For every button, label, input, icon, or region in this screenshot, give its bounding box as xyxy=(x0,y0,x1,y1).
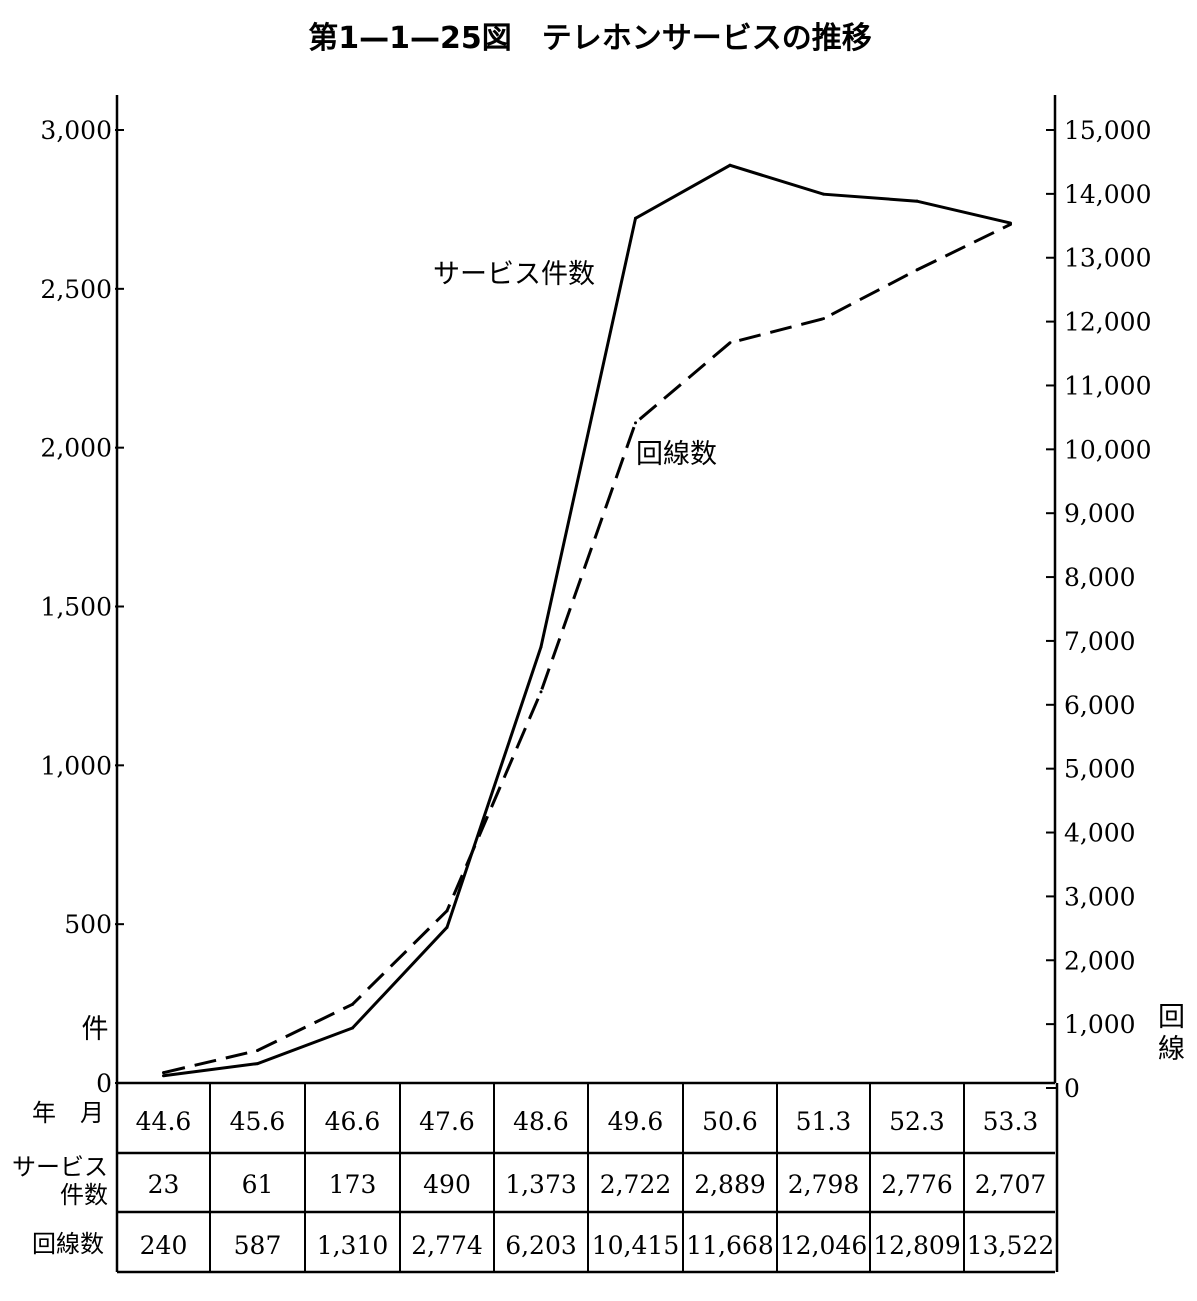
right-tick-label: 7,000 xyxy=(1064,627,1136,656)
point-service-4 xyxy=(539,645,543,649)
table-cell: 53.3 xyxy=(983,1107,1039,1136)
series-line-lines xyxy=(163,223,1012,1075)
table-cell: 2,722 xyxy=(600,1170,672,1199)
point-lines-9 xyxy=(1009,222,1012,226)
point-lines-1 xyxy=(256,1049,259,1053)
series-lines xyxy=(162,163,1012,1078)
table-header-year: 年 月 xyxy=(32,1099,104,1127)
table-cell: 46.6 xyxy=(325,1107,381,1136)
right-tick-label: 8,000 xyxy=(1064,563,1136,592)
table-header-lines: 回線数 xyxy=(32,1230,104,1258)
right-axis-ticks: 0 1,000 2,000 3,000 4,000 5,000 6,000 7,000 8,00… xyxy=(1046,116,1151,1103)
left-axis-label: 件 xyxy=(82,1014,109,1045)
right-tick-label: 5,000 xyxy=(1064,755,1136,784)
left-tick-label: 1,500 xyxy=(40,593,112,622)
table-cell: 48.6 xyxy=(513,1107,569,1136)
table-cell: 50.6 xyxy=(702,1107,758,1136)
right-tick-label: 14,000 xyxy=(1064,180,1151,209)
table-cell: 2,707 xyxy=(975,1170,1047,1199)
point-service-0 xyxy=(162,1074,165,1078)
table-cell: 1,310 xyxy=(317,1231,389,1260)
right-tick-label: 1,000 xyxy=(1064,1010,1136,1039)
point-lines-7 xyxy=(822,317,825,321)
left-tick-label: 2,500 xyxy=(40,275,112,304)
left-tick-label: 0 xyxy=(96,1069,112,1098)
right-tick-label: 11,000 xyxy=(1064,371,1151,400)
left-tick-label: 2,000 xyxy=(40,434,112,463)
table-cell: 45.6 xyxy=(230,1107,286,1136)
point-lines-0 xyxy=(162,1071,165,1075)
table-cell: 173 xyxy=(329,1170,377,1199)
point-service-8 xyxy=(915,199,919,203)
chart-title: 第1—1—25図 テレホンサービスの推移 xyxy=(308,21,872,56)
table-cell: 2,776 xyxy=(881,1170,953,1199)
point-service-1 xyxy=(256,1062,259,1066)
right-tick-label: 3,000 xyxy=(1064,882,1136,911)
point-service-6 xyxy=(728,163,732,167)
axes xyxy=(115,95,1057,1083)
table-cell: 2,889 xyxy=(694,1170,766,1199)
right-tick-label: 12,000 xyxy=(1064,308,1151,337)
table-cell: 1,373 xyxy=(505,1170,577,1199)
right-tick-label: 10,000 xyxy=(1064,435,1151,464)
point-service-3 xyxy=(445,925,449,929)
series-label-lines: 回線数 xyxy=(636,439,717,470)
right-tick-label: 4,000 xyxy=(1064,819,1136,848)
table-cell: 61 xyxy=(242,1170,274,1199)
table-cell: 11,668 xyxy=(686,1231,773,1260)
point-service-7 xyxy=(822,192,825,196)
table-cell: 23 xyxy=(148,1170,180,1199)
point-lines-3 xyxy=(445,909,449,913)
point-lines-8 xyxy=(915,268,919,272)
point-service-2 xyxy=(351,1026,354,1030)
point-lines-5 xyxy=(634,421,637,425)
point-lines-6 xyxy=(728,341,732,345)
series-line-service xyxy=(163,163,1011,1078)
right-tick-label: 6,000 xyxy=(1064,691,1136,720)
right-tick-label: 15,000 xyxy=(1064,116,1151,145)
table-cell: 44.6 xyxy=(136,1107,192,1136)
table-cell: 49.6 xyxy=(608,1107,664,1136)
table-cell: 13,522 xyxy=(967,1231,1054,1260)
left-tick-label: 1,000 xyxy=(40,751,112,780)
left-tick-label: 500 xyxy=(64,910,112,939)
table-cell: 2,798 xyxy=(788,1170,860,1199)
table-cell: 52.3 xyxy=(889,1107,945,1136)
series-label-service: サービス件数 xyxy=(433,259,595,290)
point-lines-2 xyxy=(351,1002,354,1006)
table-cell: 587 xyxy=(234,1231,282,1260)
table-cell: 10,415 xyxy=(592,1231,679,1260)
table-cell: 12,046 xyxy=(780,1231,867,1260)
table-cell: 2,774 xyxy=(411,1231,483,1260)
left-tick-label: 3,000 xyxy=(40,116,112,145)
table-cell: 12,809 xyxy=(873,1231,960,1260)
right-axis-label: 回線 xyxy=(1158,1002,1185,1065)
table-cell: 51.3 xyxy=(796,1107,852,1136)
table-cell: 240 xyxy=(140,1231,188,1260)
point-service-5 xyxy=(634,216,637,220)
table-header-service: サービス件数 xyxy=(12,1153,108,1209)
right-tick-label: 9,000 xyxy=(1064,499,1136,528)
right-tick-label: 13,000 xyxy=(1064,244,1151,273)
table-cell: 47.6 xyxy=(419,1107,475,1136)
left-axis-ticks: 0 500 1,000 1,500 2,000 2,500 3,000 xyxy=(40,116,124,1098)
right-tick-label: 0 xyxy=(1064,1074,1080,1103)
table-cell: 6,203 xyxy=(505,1231,577,1260)
table-cell: 490 xyxy=(423,1170,471,1199)
right-tick-label: 2,000 xyxy=(1064,946,1136,975)
point-lines-4 xyxy=(539,690,543,694)
